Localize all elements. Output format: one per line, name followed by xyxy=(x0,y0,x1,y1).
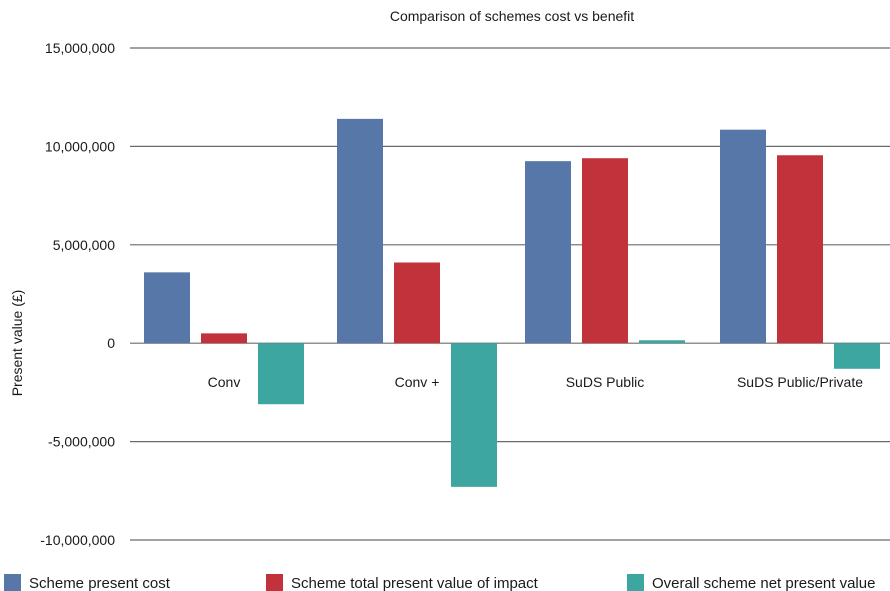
y-axis-title: Present value (£) xyxy=(9,290,25,397)
bar-1-1 xyxy=(144,272,190,344)
y-tick-label: 15,000,000 xyxy=(45,40,115,56)
legend-swatch xyxy=(4,574,21,591)
y-tick-label: -5,000,000 xyxy=(48,434,115,450)
legend-swatch xyxy=(627,574,644,591)
bar-1-3 xyxy=(525,161,571,344)
legend-label: Scheme total present value of impact xyxy=(291,575,539,591)
category-label: Conv + xyxy=(395,374,440,390)
labels: 15,000,000 10,000,000 5,000,000 0 -5,000,000… xyxy=(40,40,863,548)
y-tick-label: 0 xyxy=(107,335,115,351)
bar-3-4 xyxy=(834,343,880,369)
bar-2-2 xyxy=(394,262,440,344)
legend-label: Overall scheme net present value xyxy=(652,575,875,591)
y-tick-label: 10,000,000 xyxy=(45,138,115,154)
chart-title: Comparison of schemes cost vs benefit xyxy=(390,8,634,24)
bar-3-3 xyxy=(639,340,685,344)
bars xyxy=(144,118,880,487)
category-label: SuDS Public xyxy=(566,374,645,390)
legend-swatch xyxy=(266,574,283,591)
legend-label: Scheme present cost xyxy=(29,575,171,591)
bar-3-1 xyxy=(258,343,304,405)
bar-2-4 xyxy=(777,155,823,344)
bar-2-1 xyxy=(201,333,247,344)
y-tick-label: 5,000,000 xyxy=(53,237,115,253)
legend: Scheme present cost Scheme total present … xyxy=(4,574,875,591)
bar-3-2 xyxy=(451,343,497,487)
bar-1-4 xyxy=(720,129,766,344)
category-label: SuDS Public/Private xyxy=(737,374,863,390)
bar-2-3 xyxy=(582,158,628,344)
gridlines xyxy=(130,47,890,541)
bar-1-2 xyxy=(337,118,383,344)
y-tick-label: -10,000,000 xyxy=(40,532,115,548)
category-label: Conv xyxy=(208,374,241,390)
